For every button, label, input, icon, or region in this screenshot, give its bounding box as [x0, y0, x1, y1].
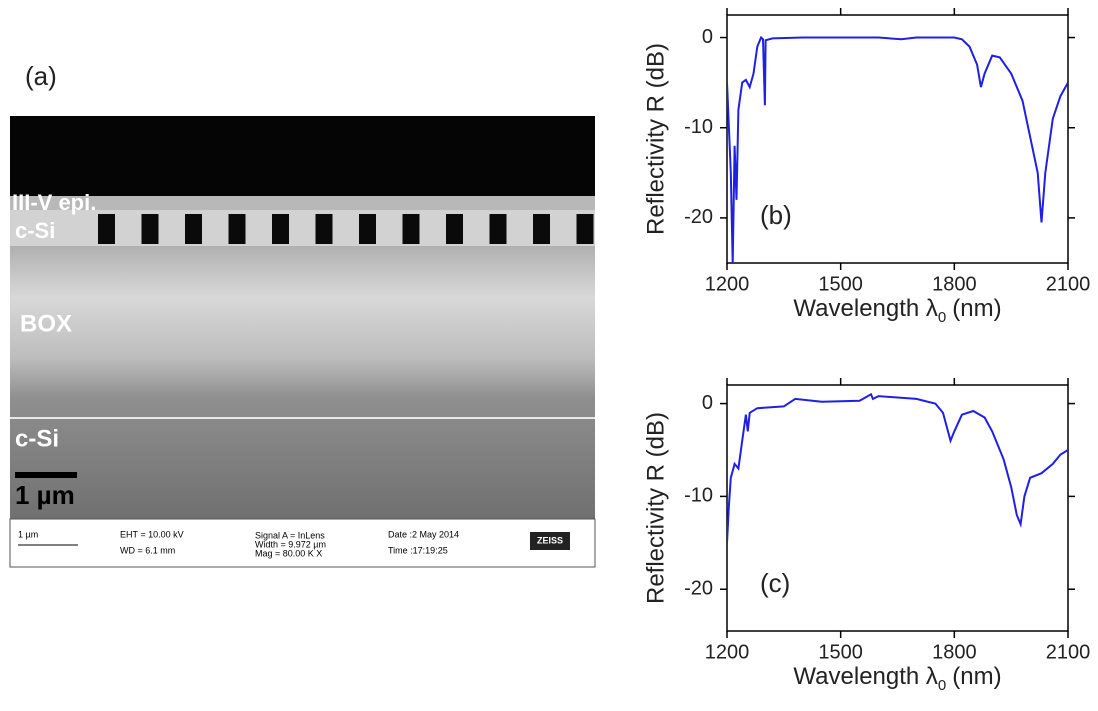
x-tick-label: 1800 [932, 641, 977, 663]
panel-label: (b) [760, 200, 792, 230]
x-tick-label: 2100 [1046, 273, 1091, 295]
logo: ZEISS [537, 535, 563, 545]
x-axis-label: Wavelength λ0 (nm) [793, 663, 1001, 694]
x-tick-label: 1800 [932, 273, 977, 295]
info: Date :2 May 2014 [388, 529, 459, 539]
y-tick-label: 0 [702, 392, 713, 414]
x-tick-label: 1200 [705, 273, 750, 295]
x-label-unit: (nm) [952, 295, 1001, 322]
hole [315, 214, 333, 244]
plot-frame [726, 384, 1069, 632]
hole [272, 214, 289, 244]
hole [533, 214, 550, 244]
sem-void [10, 116, 595, 196]
hole [402, 214, 420, 244]
x-label-sub: 0 [938, 309, 946, 326]
info: Mag = 80.00 K X [255, 548, 322, 558]
line [727, 392, 1068, 543]
hole [98, 214, 115, 244]
layer-label: c-Si [15, 425, 59, 452]
info-bar [9, 518, 596, 568]
chart: 1200 1500 1800 2100 0 -10 -20 (c) Reflectivity R… [642, 378, 1090, 694]
plot-frame [726, 14, 1069, 264]
y-tick-label: -20 [684, 206, 713, 228]
hole [359, 214, 376, 244]
x-label-text: Wavelength λ [793, 663, 938, 690]
y-axis-label: Reflectivity R (dB) [642, 43, 669, 235]
hole [446, 214, 463, 244]
info: 1 µm [18, 529, 38, 539]
hole [141, 214, 159, 244]
x-label-text: Wavelength λ [793, 295, 938, 322]
x-label-unit: (nm) [952, 663, 1001, 690]
x-axis-label: Wavelength λ0 (nm) [793, 295, 1001, 326]
sem-image: III-V epi. c-Si BOX c-Si 1 µm 1 µm EHT =… [9, 116, 596, 568]
scale-label: 1 µm [15, 480, 75, 510]
epi-layer [10, 196, 595, 210]
y-tick-label: -10 [684, 485, 713, 507]
hole [185, 214, 202, 244]
x-tick-label: 1500 [818, 273, 863, 295]
y-axis-label: Reflectivity R (dB) [642, 412, 669, 604]
chart: 1200 1500 1800 2100 0 -10 -20 (b) Reflectivity R… [642, 8, 1090, 326]
x-tick-label: 2100 [1046, 641, 1091, 663]
info: WD = 6.1 mm [120, 545, 175, 555]
y-tick-label: -20 [684, 578, 713, 600]
x-tick-label: 1200 [705, 641, 750, 663]
info: EHT = 10.00 kV [120, 529, 184, 539]
x-label-sub: 0 [938, 677, 946, 694]
info: Time :17:19:25 [388, 545, 448, 555]
panel-label: (a) [25, 61, 57, 91]
line [727, 35, 1068, 263]
logo-box [530, 532, 570, 550]
info: Signal A = InLens [255, 530, 325, 540]
hole [489, 214, 507, 244]
hole [228, 214, 246, 244]
plots: 1200 1500 1800 2100 0 -10 -20 (b) Reflectivity R… [642, 8, 1090, 694]
panel-label: (c) [760, 568, 790, 598]
hole [576, 214, 594, 244]
x-tick-label: 1500 [818, 641, 863, 663]
layer-label: c-Si [15, 218, 55, 243]
y-tick-label: -10 [684, 116, 713, 138]
layer-label: III-V epi. [12, 190, 96, 215]
si-layer [10, 210, 595, 246]
info: Width = 9.972 µm [255, 539, 326, 549]
y-tick-label: 0 [702, 26, 713, 48]
layer-label: BOX [20, 310, 72, 337]
scale-bar [15, 472, 77, 478]
